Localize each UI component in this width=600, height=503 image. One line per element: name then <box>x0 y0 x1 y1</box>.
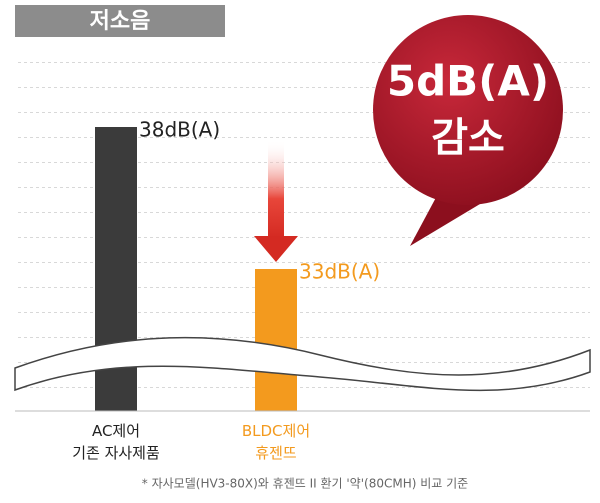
bar <box>255 269 297 411</box>
value-label: 38dB(A) <box>139 118 220 142</box>
axis-break <box>14 336 591 392</box>
footnote: * 자사모델(HV3-80X)와 휴젠뜨 II 환기 '약'(80CMH) 비교… <box>142 476 468 491</box>
callout-value: 5dB(A) <box>387 57 549 106</box>
x-tick-label: AC제어 기존 자사제품 <box>72 422 160 462</box>
arrow-shaft <box>268 140 284 238</box>
title-badge <box>15 5 225 37</box>
x-tick-label: BLDC제어 휴젠뜨 <box>242 422 310 462</box>
arrow-head <box>254 236 298 262</box>
callout-bubble <box>373 15 563 205</box>
chart-title: 저소음 <box>90 9 151 34</box>
value-label: 33dB(A) <box>299 260 380 284</box>
callout-text: 감소 <box>431 115 505 161</box>
